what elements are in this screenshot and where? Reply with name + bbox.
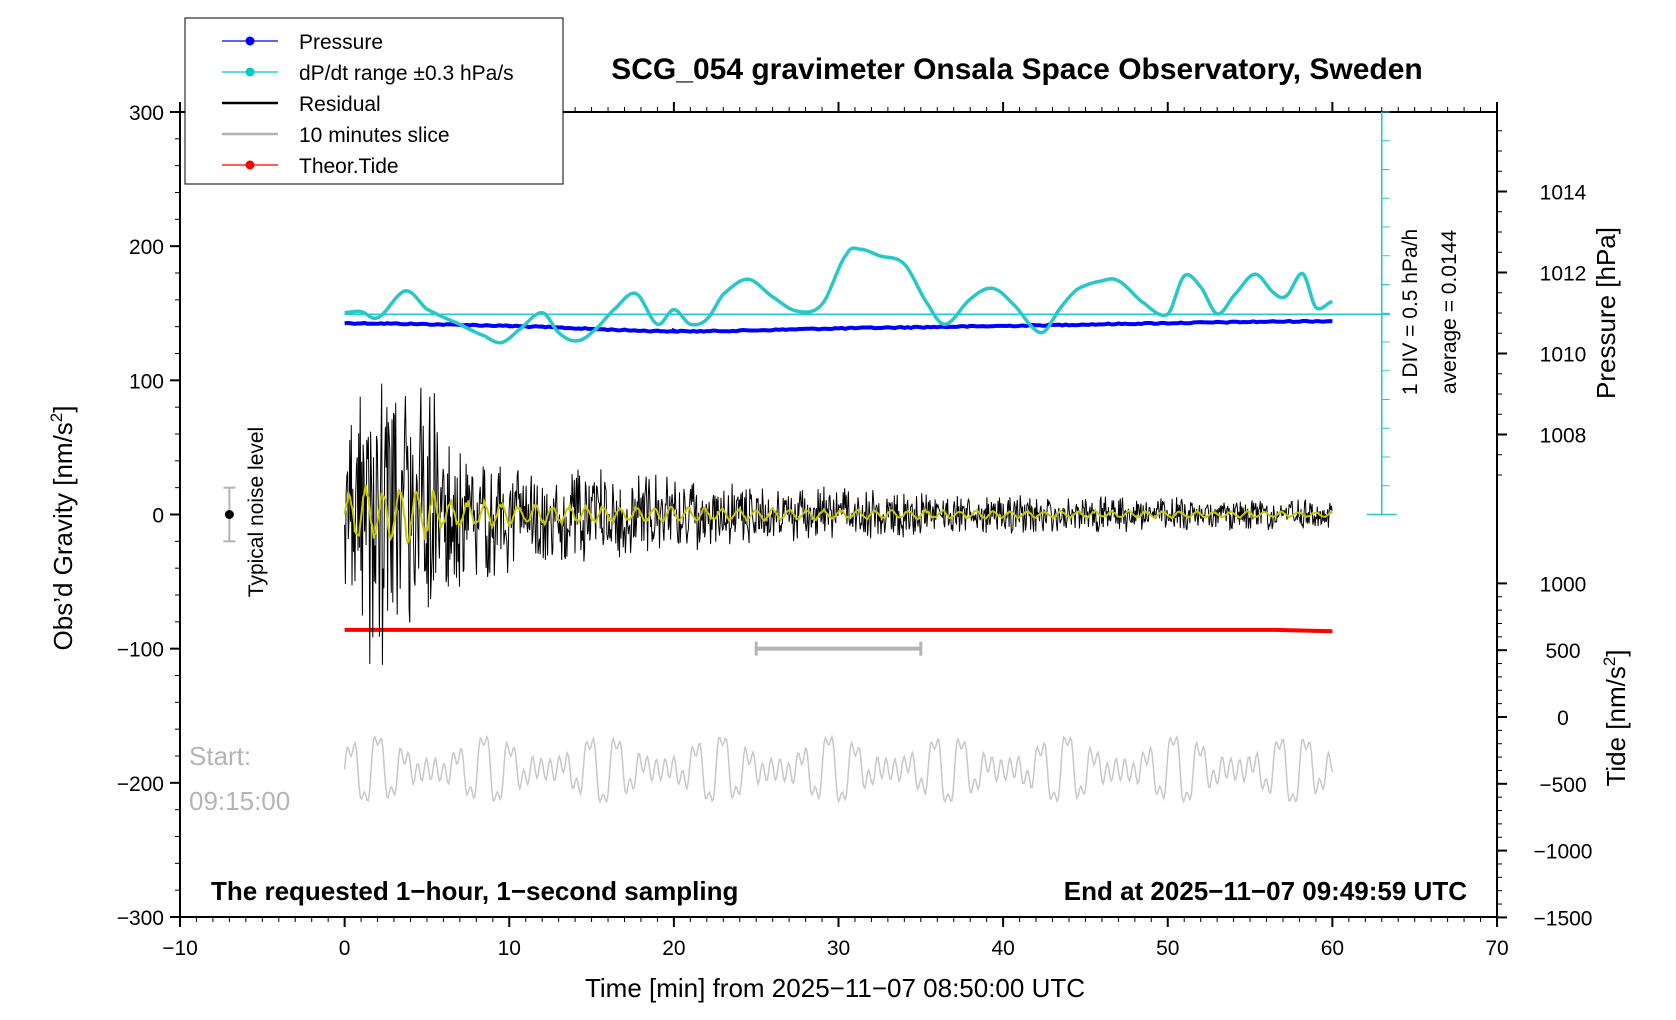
y-tick-label: −200 (117, 773, 164, 796)
x-tick-label: −10 (162, 937, 198, 960)
filtered-residual-line (343, 484, 1333, 545)
y-tick-label: 300 (129, 102, 164, 125)
pressure-line (344, 318, 1333, 334)
x-tick-label: 40 (991, 937, 1014, 960)
sampling-note: The requested 1−hour, 1−second sampling (211, 876, 738, 906)
start-label-line-2: 09:15:00 (189, 786, 290, 816)
x-tick-label: 50 (1156, 937, 1179, 960)
legend-label: Pressure (299, 31, 383, 54)
pressure-tick-label: 1008 (1540, 425, 1587, 448)
legend-box (184, 17, 564, 185)
pressure-tick-label: 1010 (1540, 344, 1587, 367)
noise-dot (224, 510, 234, 519)
tide-tick-label: −1000 (1534, 841, 1593, 864)
dpdt-scale-label-1: 1 DIV = 0.5 hPa/h (1399, 229, 1422, 395)
y-tick-label: −100 (117, 639, 164, 662)
legend-label: dP/dt range ±0.3 hPa/s (299, 62, 514, 85)
y-axis-label-left: Obs’d Gravity [nm/s2] (47, 406, 78, 651)
y-tick-label: 0 (152, 505, 164, 528)
tide-tick-label: −500 (1539, 774, 1586, 797)
y-axis-label-pressure: Pressure [hPa] (1591, 227, 1621, 399)
dpdt-line (344, 246, 1333, 345)
tide-tick-label: −1500 (1534, 907, 1593, 930)
x-axis-label: Time [min] from 2025−11−07 08:50:00 UTC (585, 973, 1085, 1003)
legend-marker (245, 67, 255, 77)
axes-group: −10 0 10 20 30 40 50 60 70−300−200−1000100200300… (117, 102, 1593, 960)
legend: Pressure dP/dt range ±0.3 hPa/s Residual 10… (184, 17, 564, 185)
legend-marker (245, 36, 255, 46)
series-group (223, 111, 1397, 805)
start-label-line-1: Start: (189, 741, 251, 771)
tide-tick-label: 500 (1545, 640, 1580, 663)
x-tick-label: 10 (498, 937, 521, 960)
dpdt-scale-label-2: average = 0.0144 (1438, 230, 1461, 394)
tide-tick-label: 0 (1557, 707, 1569, 730)
tide-tick-label: 1000 (1540, 573, 1587, 596)
y-tick-label: 100 (129, 370, 164, 393)
pressure-tick-label: 1014 (1540, 182, 1587, 205)
legend-label: Residual (299, 93, 381, 116)
end-time-note: End at 2025−11−07 09:49:59 UTC (1064, 876, 1467, 906)
x-tick-label: 0 (339, 937, 351, 960)
legend-label: Theor.Tide (299, 155, 399, 178)
slice-line (343, 734, 1334, 805)
y-tick-label: 200 (129, 236, 164, 259)
theor-tide-line (344, 627, 1333, 634)
legend-label: 10 minutes slice (299, 124, 450, 147)
legend-marker (245, 160, 255, 170)
chart-title: SCG_054 gravimeter Onsala Space Observat… (611, 53, 1423, 86)
noise-level-label: Typical noise level (245, 427, 268, 597)
x-tick-label: 70 (1485, 937, 1508, 960)
x-tick-label: 30 (827, 937, 850, 960)
pressure-tick-label: 1012 (1540, 263, 1587, 286)
y-axis-label-tide: Tide [nm/s2] (1600, 649, 1631, 786)
y-tick-label: −300 (117, 907, 164, 930)
x-tick-label: 20 (662, 937, 685, 960)
x-tick-label: 60 (1321, 937, 1344, 960)
